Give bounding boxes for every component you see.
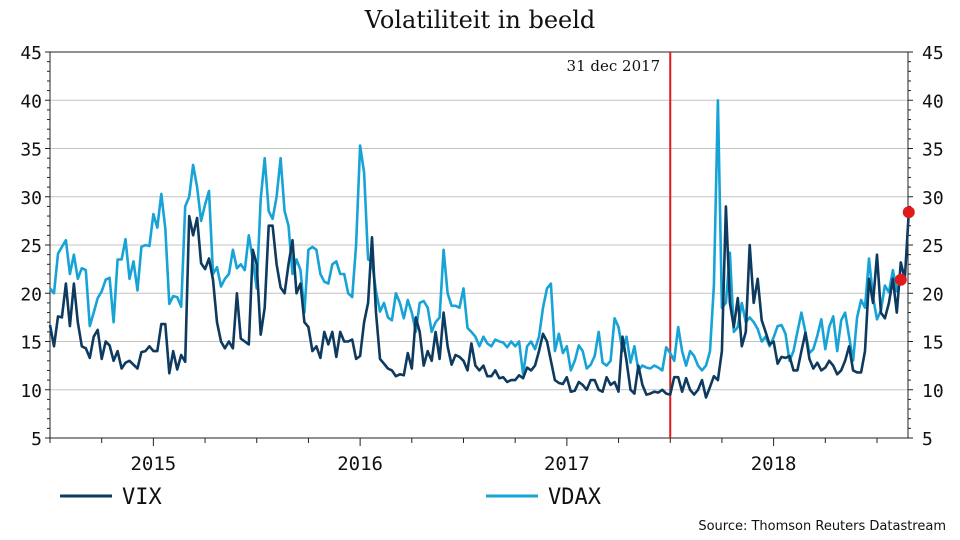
x-tick-label-2015: 2015 (130, 453, 176, 475)
x-tick-label-2017: 2017 (544, 453, 590, 475)
y-tick-left-35: 35 (20, 140, 42, 161)
legend: VIX VDAX (60, 485, 602, 510)
y-tick-right-35: 35 (922, 140, 944, 161)
y-tick-left-5: 5 (31, 429, 42, 450)
y-tick-right-10: 10 (922, 381, 944, 402)
y-tick-right-15: 15 (922, 333, 944, 354)
chart-title: Volatiliteit in beeld (364, 6, 596, 34)
series-line-vdax (48, 99, 903, 376)
legend-label-vix: VIX (122, 485, 162, 510)
y-tick-left-25: 25 (20, 236, 42, 257)
y-tick-right-5: 5 (922, 429, 933, 450)
vdax-endpoint-marker (894, 273, 907, 286)
dec-2017-annotation: 31 dec 2017 (567, 57, 661, 75)
y-tick-right-20: 20 (922, 284, 944, 305)
left-axis-ticks: 5 10 15 20 25 30 35 40 45 (20, 43, 50, 450)
x-axis-ticks: 2015 2016 2017 2018 (49, 438, 878, 475)
y-tick-right-45: 45 (922, 43, 944, 64)
y-tick-left-15: 15 (20, 333, 42, 354)
y-tick-left-40: 40 (20, 91, 42, 112)
x-tick-label-2016: 2016 (337, 453, 383, 475)
source-note: Source: Thomson Reuters Datastream (698, 519, 946, 534)
y-tick-left-10: 10 (20, 381, 42, 402)
vix-endpoint-marker (902, 206, 915, 219)
y-tick-right-40: 40 (922, 91, 944, 112)
y-tick-right-25: 25 (922, 236, 944, 257)
y-tick-right-30: 30 (922, 188, 944, 209)
right-axis-ticks: 5 10 15 20 25 30 35 40 45 (908, 43, 944, 450)
x-tick-label-2018: 2018 (751, 453, 797, 475)
legend-label-vdax: VDAX (548, 485, 602, 510)
y-tick-left-20: 20 (20, 284, 42, 305)
grid-lines (50, 99, 908, 391)
y-tick-left-30: 30 (20, 188, 42, 209)
series-line-vix (48, 205, 911, 399)
y-tick-left-45: 45 (20, 43, 42, 64)
